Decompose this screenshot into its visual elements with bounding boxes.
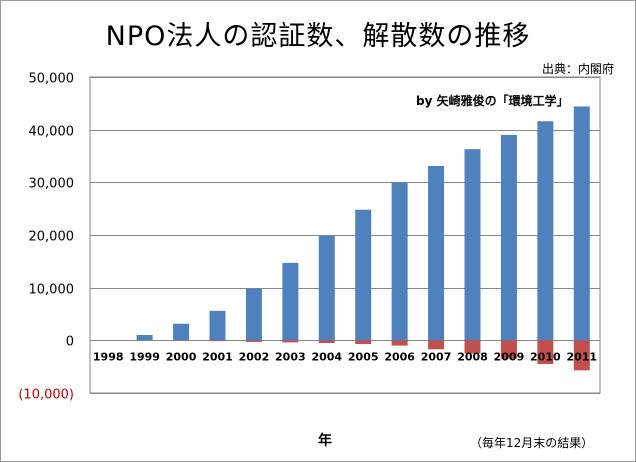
bar-certified (245, 288, 262, 341)
bar-certified (537, 121, 554, 341)
bar-dissolved (391, 340, 408, 346)
x-tick-label: 2003 (275, 350, 306, 363)
bar-certified (209, 310, 226, 341)
bar-dissolved (573, 340, 590, 371)
bar-dissolved (318, 340, 335, 343)
bar-certified (318, 235, 335, 341)
bar-certified (391, 182, 408, 341)
chart-title: NPO法人の認証数、解散数の推移 (105, 21, 531, 52)
bar-dissolved (355, 340, 372, 345)
y-tick-label: (10,000) (18, 388, 74, 403)
x-tick-label: 1999 (129, 350, 160, 363)
bar-dissolved (428, 340, 445, 350)
x-tick-label: 1998 (93, 350, 124, 363)
grid-layer (89, 76, 601, 394)
bar-dissolved (209, 340, 226, 342)
y-tick-label: 50,000 (29, 72, 75, 87)
x-tick-label: 2006 (384, 350, 415, 363)
bar-certified (282, 262, 299, 341)
note-label: （毎年12月末の結果） (470, 436, 594, 450)
credit-label: by 矢崎雅俊の「環境工学」 (416, 94, 569, 108)
x-tick-label: 2010 (530, 350, 561, 363)
y-tick-label: 40,000 (29, 125, 75, 140)
x-tick-label: 2000 (166, 350, 197, 363)
bar-certified (464, 149, 481, 341)
bar-certified (573, 106, 590, 341)
bar-certified (428, 166, 445, 341)
bar-certified (136, 335, 153, 341)
bar-certified (173, 323, 190, 341)
x-tick-label: 2001 (202, 350, 233, 363)
ticks-layer: (10,000) 0 10,000 20,000 30,000 40,000 50,000 (18, 72, 74, 403)
x-tick-label: 2007 (421, 350, 452, 363)
bar-dissolved (464, 340, 481, 354)
bar-dissolved (282, 340, 299, 343)
x-tick-label: 2005 (348, 350, 379, 363)
x-tick-label: 2011 (566, 350, 597, 363)
bar-dissolved (245, 340, 262, 342)
x-tick-label: 2004 (311, 350, 342, 363)
x-category-layer: 1998 1999 2000 2001 2002 2003 2004 2005 2006 2007… (93, 350, 597, 363)
source-label: 出典：内閣府 (541, 62, 614, 76)
y-tick-label: 10,000 (29, 283, 75, 298)
bar-certified (500, 134, 517, 341)
x-axis-title: 年 (318, 433, 332, 449)
bars-layer (100, 106, 590, 371)
y-tick-label: 30,000 (29, 177, 75, 192)
x-tick-label: 2008 (457, 350, 488, 363)
bar-certified (355, 209, 372, 341)
y-tick-label: 0 (66, 335, 74, 350)
y-tick-label: 20,000 (29, 230, 75, 245)
bar-dissolved (537, 340, 554, 365)
x-tick-label: 2002 (239, 350, 270, 363)
x-tick-label: 2009 (494, 350, 525, 363)
bar-dissolved (500, 340, 517, 359)
